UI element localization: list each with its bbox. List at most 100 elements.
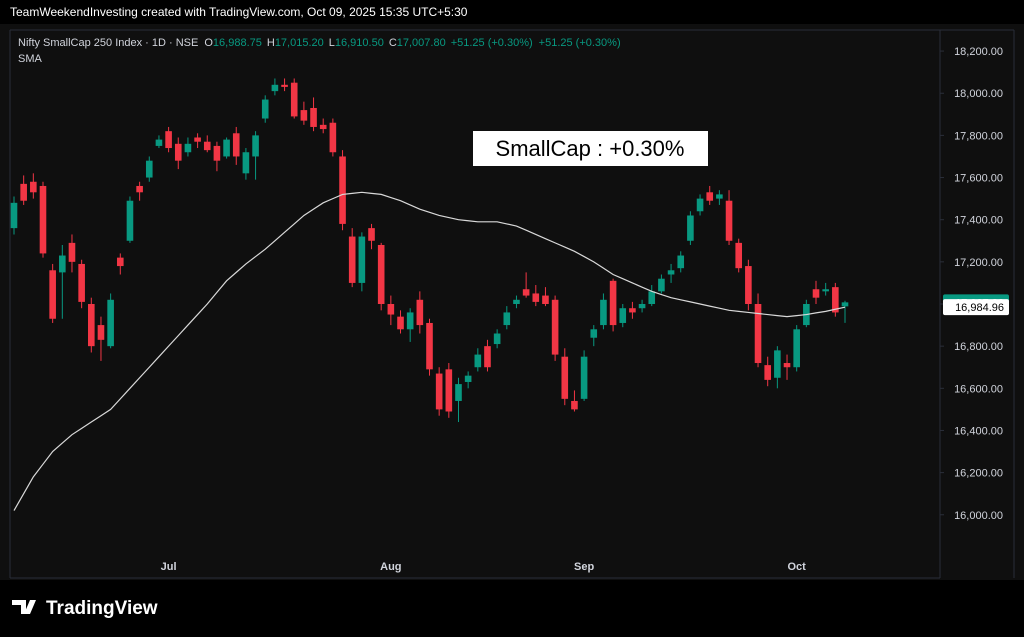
- candle-body: [387, 304, 395, 315]
- chart-title: Nifty SmallCap 250 Index · 1D · NSE: [18, 37, 198, 49]
- candle-body: [474, 354, 482, 368]
- candle-body: [300, 110, 308, 121]
- candle-body: [561, 356, 569, 399]
- candle-body: [30, 181, 37, 193]
- legend-value: 17,015.20: [275, 37, 324, 49]
- candle-body: [310, 107, 317, 127]
- chart-panel: [0, 24, 1024, 580]
- candle-body: [126, 200, 134, 241]
- candle-body: [107, 299, 114, 347]
- candle-body: [677, 255, 685, 269]
- legend-key: O: [204, 37, 213, 49]
- candle-body: [754, 304, 762, 364]
- candles: [10, 78, 849, 423]
- candle-body: [551, 299, 559, 355]
- candle-body: [194, 137, 201, 142]
- candle-body: [174, 143, 182, 161]
- candle-body: [165, 131, 172, 149]
- candle-body: [464, 375, 472, 382]
- candle-body: [571, 400, 578, 410]
- candle-body: [600, 299, 607, 326]
- candle-body: [503, 312, 511, 326]
- candle-body: [764, 365, 771, 380]
- sma-price-label-box: [943, 299, 1009, 316]
- candle-body: [841, 302, 849, 307]
- x-tick-label: Sep: [574, 561, 594, 573]
- candle-body: [136, 185, 143, 193]
- candle-body: [348, 236, 356, 283]
- candle-body: [609, 280, 617, 326]
- legend-key: L: [329, 37, 335, 49]
- candle-body: [629, 308, 636, 313]
- candle-body: [145, 160, 153, 178]
- y-tick-label: 18,000.00: [954, 88, 1003, 100]
- candle-body: [377, 244, 385, 304]
- sma-line: [13, 191, 846, 511]
- y-tick-label: 16,200.00: [954, 468, 1003, 480]
- legend-value: 17,007.80: [397, 37, 446, 49]
- candle-body: [59, 255, 66, 273]
- candle-body: [10, 202, 18, 229]
- candle-body: [745, 266, 752, 304]
- candle-body: [532, 293, 540, 302]
- legend-value: 16,910.50: [335, 37, 384, 49]
- candle-body: [774, 350, 781, 378]
- legend-change: +51.25 (+0.30%): [451, 37, 533, 49]
- candle-body: [20, 183, 27, 201]
- y-tick-label: 17,600.00: [954, 173, 1003, 185]
- candle-body: [232, 133, 240, 157]
- x-tick-label: Jul: [161, 561, 177, 573]
- candle-body: [416, 299, 424, 326]
- candle-body: [358, 236, 366, 283]
- candle-body: [426, 322, 433, 370]
- candle-body: [49, 270, 56, 319]
- candle-body: [735, 242, 743, 269]
- credit: TeamWeekendInvesting created with Tradin…: [10, 5, 468, 19]
- x-tick-label: Oct: [788, 561, 807, 573]
- candle-body: [271, 84, 279, 92]
- y-tick-label: 16,600.00: [954, 383, 1003, 395]
- legend-key: C: [389, 37, 397, 49]
- candle-body: [648, 291, 656, 304]
- candle-body: [687, 215, 694, 241]
- candle-body: [88, 304, 95, 347]
- candle-body: [725, 200, 733, 241]
- candle-body: [484, 346, 491, 368]
- candle-body: [39, 185, 47, 254]
- candle-body: [281, 84, 288, 87]
- candle-body: [68, 242, 76, 262]
- candle-body: [590, 329, 598, 338]
- y-tick-label: 17,800.00: [954, 130, 1003, 142]
- candle-body: [116, 257, 124, 267]
- legend-value: 16,988.75: [213, 37, 262, 49]
- sma-legend: SMA: [18, 53, 43, 65]
- candle-body: [368, 228, 375, 241]
- candle-body: [513, 299, 520, 304]
- candle-body: [242, 152, 250, 174]
- candle-body: [329, 122, 337, 153]
- candle-body: [184, 143, 192, 153]
- candle-body: [319, 124, 327, 130]
- brand: TradingView: [46, 598, 158, 619]
- candle-body: [812, 289, 820, 298]
- candle-body: [783, 363, 791, 368]
- candle-body: [455, 384, 462, 401]
- candle-body: [667, 270, 675, 275]
- candle-body: [435, 373, 443, 410]
- annotation: SmallCap : +0.30%: [496, 136, 685, 161]
- y-tick-label: 17,400.00: [954, 215, 1003, 227]
- logo: [12, 600, 36, 614]
- sma-price-label: 16,984.96: [955, 302, 1004, 314]
- candle-body: [580, 356, 588, 399]
- y-tick-label: 17,200.00: [954, 257, 1003, 269]
- candle-body: [155, 139, 163, 146]
- y-tick-label: 16,000.00: [954, 510, 1003, 522]
- candle-body: [290, 82, 298, 117]
- annotation-box: [473, 131, 708, 166]
- candle-body: [832, 287, 839, 313]
- candle-body: [213, 145, 221, 161]
- y-tick-label: 18,200.00: [954, 46, 1003, 58]
- candle-body: [696, 198, 704, 212]
